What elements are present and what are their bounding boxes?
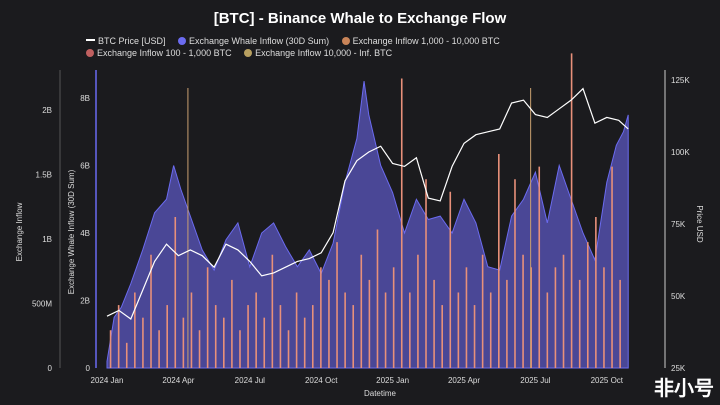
whale-inflow-area xyxy=(106,81,629,369)
outer-y-tick: 500M xyxy=(32,300,52,309)
legend-inflow-100[interactable]: Exchange Inflow 100 - 1,000 BTC xyxy=(86,47,232,59)
btc-price-line xyxy=(106,87,629,320)
dot-swatch xyxy=(244,49,253,57)
outer-y-tick: 1B xyxy=(42,235,52,244)
chart-title: [BTC] - Binance Whale to Exchange Flow xyxy=(213,10,507,27)
legend-btc-price[interactable]: BTC Price [USD] xyxy=(86,35,166,47)
outer-y-tick: 1.5B xyxy=(36,171,52,180)
legend-label: Exchange Inflow 1,000 - 10,000 BTC xyxy=(352,36,500,46)
right-y-tick: 75K xyxy=(671,220,686,229)
inner-y-tick: 4B xyxy=(80,229,90,238)
right-y-tick: 25K xyxy=(671,364,686,373)
x-tick: 2024 Jan xyxy=(91,376,124,385)
x-tick: 2025 Oct xyxy=(591,376,624,385)
inner-y-tick: 2B xyxy=(80,297,90,306)
x-tick: 2025 Apr xyxy=(448,376,480,385)
x-tick: 2024 Jul xyxy=(235,376,265,385)
outer-y-tick: 2B xyxy=(42,106,52,115)
x-tick: 2024 Apr xyxy=(162,376,194,385)
outer-y-axis-label: Exchange Inflow xyxy=(15,202,24,261)
legend-label: Exchange Whale Inflow (30D Sum) xyxy=(189,36,330,46)
legend: BTC Price [USD] Exchange Whale Inflow (3… xyxy=(86,35,646,59)
right-y-tick: 50K xyxy=(671,292,686,301)
inner-y-axis-label: Exchange Whale Inflow (30D Sum) xyxy=(67,169,76,294)
legend-label: BTC Price [USD] xyxy=(98,36,166,46)
inner-y-tick: 0 xyxy=(86,364,91,373)
line-swatch xyxy=(86,39,95,41)
legend-whale-inflow[interactable]: Exchange Whale Inflow (30D Sum) xyxy=(178,35,329,47)
outer-y-tick: 0 xyxy=(48,364,53,373)
legend-label: Exchange Inflow 10,000 - Inf. BTC xyxy=(255,48,393,58)
dot-swatch xyxy=(178,37,187,45)
watermark-logo: 非小号 xyxy=(654,378,714,400)
legend-inflow-1000[interactable]: Exchange Inflow 1,000 - 10,000 BTC xyxy=(341,35,500,47)
dot-swatch xyxy=(86,49,94,57)
inner-y-tick: 8B xyxy=(80,94,90,103)
legend-label: Exchange Inflow 100 - 1,000 BTC xyxy=(97,48,232,58)
legend-inflow-10000[interactable]: Exchange Inflow 10,000 - Inf. BTC xyxy=(244,47,392,59)
right-y-tick: 100K xyxy=(671,148,690,157)
right-y-axis-label: Price USD xyxy=(695,205,704,243)
right-y-tick: 125K xyxy=(671,76,690,85)
inner-y-tick: 6B xyxy=(80,162,90,171)
x-axis-label: Datetime xyxy=(364,389,397,398)
dot-swatch xyxy=(341,37,350,45)
x-tick: 2024 Oct xyxy=(305,376,338,385)
x-tick: 2025 Jan xyxy=(376,376,409,385)
x-tick: 2025 Jul xyxy=(520,376,550,385)
